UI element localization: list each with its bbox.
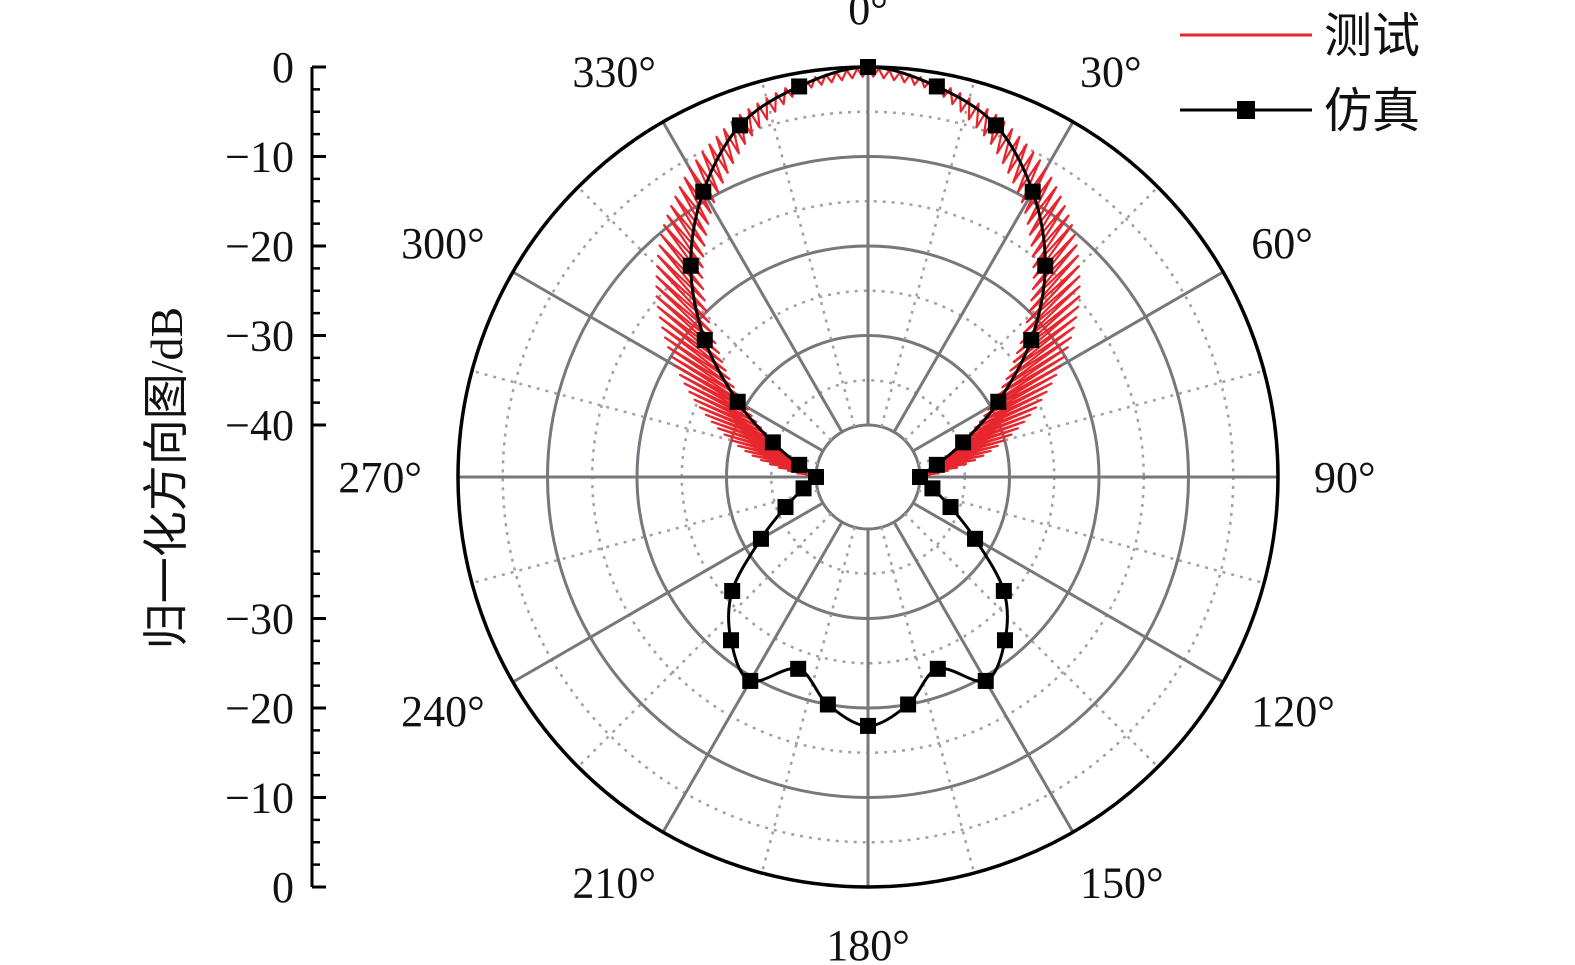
- simulation-point: [752, 530, 769, 547]
- simulation-point: [819, 696, 836, 713]
- simulation-point: [791, 456, 808, 473]
- angle-labels: 0° 30° 60° 90° 120° 150° 180° 210° 240° 270° 300° 3…: [338, 0, 1375, 965]
- simulation-point: [1037, 257, 1054, 274]
- radial-tick-label: −10: [225, 133, 294, 182]
- spoke-major: [912, 270, 1224, 453]
- legend-label-sim: 仿真: [1324, 85, 1420, 138]
- radial-tick-label: −10: [225, 774, 294, 823]
- legend-marker-sim: [1237, 101, 1255, 119]
- simulation-point: [790, 660, 807, 677]
- angle-tick-label: 90°: [1314, 453, 1376, 502]
- spoke-minor: [577, 186, 833, 442]
- spoke-minor: [917, 369, 1265, 465]
- simulation-point: [808, 469, 824, 485]
- radial-tick-label: −40: [225, 401, 294, 450]
- simulation-point: [732, 117, 749, 134]
- radial-tick-label: 0: [272, 43, 294, 92]
- simulation-point: [987, 117, 1004, 134]
- spoke-major: [512, 501, 824, 684]
- simulation-point: [928, 78, 945, 95]
- simulation-point: [955, 434, 972, 451]
- grid-ring-major: [814, 423, 922, 531]
- spoke-minor: [760, 526, 856, 874]
- spoke-minor: [880, 80, 976, 428]
- simulation-point: [682, 257, 699, 274]
- simulation-point: [942, 499, 959, 516]
- angle-tick-label: 120°: [1251, 687, 1335, 736]
- simulation-point: [1023, 332, 1040, 349]
- simulation-point: [742, 672, 759, 689]
- simulation-point: [996, 632, 1013, 649]
- spoke-minor: [903, 186, 1159, 442]
- spoke-major: [912, 501, 1224, 684]
- angle-tick-label: 240°: [401, 687, 485, 736]
- simulation-point: [795, 480, 812, 497]
- angle-tick-label: 0°: [848, 0, 888, 34]
- angle-tick-label: 60°: [1251, 219, 1313, 268]
- simulation-point: [724, 582, 741, 599]
- simulation-point: [967, 530, 984, 547]
- outer-ring-circle: [456, 65, 1280, 889]
- spoke-minor: [471, 369, 819, 465]
- simulation-point: [928, 456, 945, 473]
- legend-label-test: 测试: [1324, 10, 1420, 63]
- spoke-minor: [760, 80, 856, 428]
- spoke-minor: [577, 512, 833, 768]
- angular-spokes: [458, 67, 1278, 887]
- simulation-point: [900, 696, 917, 713]
- radial-tick-label: −20: [225, 222, 294, 271]
- angle-tick-label: 150°: [1080, 858, 1164, 907]
- simulation-point: [929, 660, 946, 677]
- simulation-point: [990, 393, 1007, 410]
- simulation-point: [729, 393, 746, 410]
- spoke-minor: [903, 512, 1159, 768]
- simulation-point: [977, 672, 994, 689]
- angle-tick-label: 330°: [572, 48, 656, 97]
- simulation-point: [777, 499, 794, 516]
- angle-tick-label: 270°: [338, 453, 422, 502]
- radial-tick-label: −30: [225, 312, 294, 361]
- radial-axis: 0 −10 −20 −30 −40 −30 −20 −10 0: [225, 43, 326, 912]
- radial-tick-label: 0: [272, 863, 294, 912]
- radial-tick-label: −20: [225, 684, 294, 733]
- simulation-point: [791, 78, 808, 95]
- simulation-point: [924, 480, 941, 497]
- angle-tick-label: 210°: [572, 858, 656, 907]
- spoke-minor: [471, 489, 819, 585]
- angle-tick-label: 300°: [401, 219, 485, 268]
- simulation-point: [695, 183, 712, 200]
- simulation-point: [912, 469, 928, 485]
- simulation-point: [764, 434, 781, 451]
- legend: 测试 仿真: [1180, 10, 1420, 138]
- outer-ring: [456, 65, 1280, 889]
- angle-tick-label: 30°: [1080, 48, 1142, 97]
- simulation-point: [723, 632, 740, 649]
- series-simulation: [682, 59, 1054, 734]
- spoke-major: [512, 270, 824, 453]
- angle-tick-label: 180°: [826, 921, 910, 965]
- spoke-minor: [917, 489, 1265, 585]
- radial-tick-label: −30: [225, 595, 294, 644]
- spoke-minor: [880, 526, 976, 874]
- simulation-point: [1024, 183, 1041, 200]
- simulation-point: [696, 332, 713, 349]
- simulation-point: [860, 717, 876, 734]
- simulation-point: [995, 582, 1012, 599]
- radial-axis-title: 归一化方向图/dB: [141, 307, 192, 649]
